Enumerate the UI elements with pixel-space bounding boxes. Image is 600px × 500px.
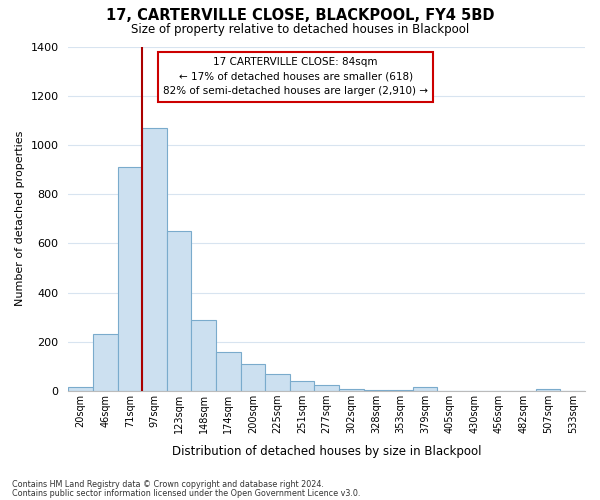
Bar xyxy=(216,352,241,391)
Text: Contains public sector information licensed under the Open Government Licence v3: Contains public sector information licen… xyxy=(12,488,361,498)
X-axis label: Distribution of detached houses by size in Blackpool: Distribution of detached houses by size … xyxy=(172,444,481,458)
Bar xyxy=(167,231,191,391)
Text: 17, CARTERVILLE CLOSE, BLACKPOOL, FY4 5BD: 17, CARTERVILLE CLOSE, BLACKPOOL, FY4 5B… xyxy=(106,8,494,22)
Bar xyxy=(265,374,290,391)
Bar xyxy=(413,388,437,391)
Bar xyxy=(339,388,364,391)
Bar xyxy=(536,388,560,391)
Bar xyxy=(118,167,142,391)
Text: Contains HM Land Registry data © Crown copyright and database right 2024.: Contains HM Land Registry data © Crown c… xyxy=(12,480,324,489)
Bar xyxy=(93,334,118,391)
Bar xyxy=(388,390,413,391)
Text: Size of property relative to detached houses in Blackpool: Size of property relative to detached ho… xyxy=(131,22,469,36)
Bar xyxy=(290,382,314,391)
Bar xyxy=(191,320,216,391)
Bar xyxy=(142,128,167,391)
Bar xyxy=(241,364,265,391)
Y-axis label: Number of detached properties: Number of detached properties xyxy=(15,131,25,306)
Bar xyxy=(68,388,93,391)
Bar xyxy=(364,390,388,391)
Bar xyxy=(314,385,339,391)
Text: 17 CARTERVILLE CLOSE: 84sqm
← 17% of detached houses are smaller (618)
82% of se: 17 CARTERVILLE CLOSE: 84sqm ← 17% of det… xyxy=(163,57,428,96)
